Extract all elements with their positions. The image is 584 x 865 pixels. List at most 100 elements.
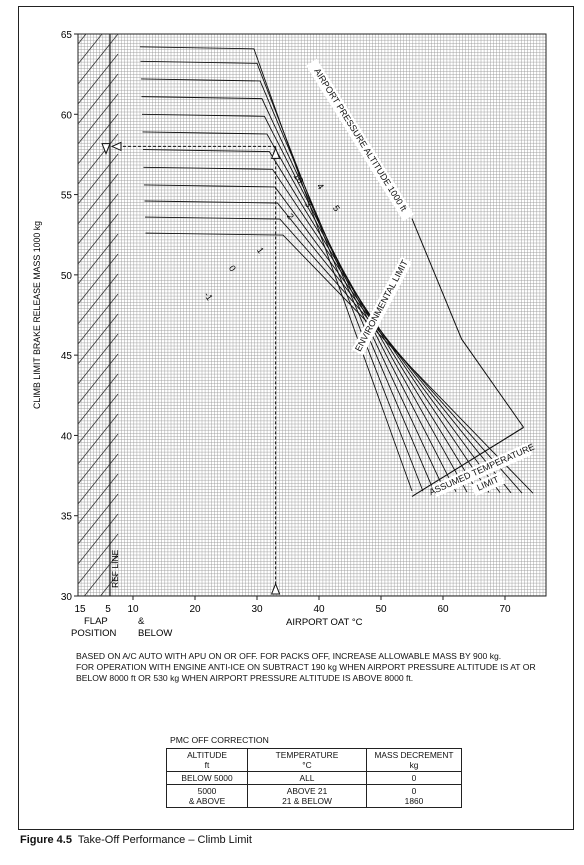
below-label-2: BELOW xyxy=(138,628,172,639)
below-label: & xyxy=(138,616,145,627)
flap-guide-line xyxy=(78,93,119,145)
y-tick-label: 40 xyxy=(61,431,73,442)
altitude-curve--1 xyxy=(145,232,534,494)
y-tick-label: 30 xyxy=(61,592,73,603)
flap-guide-line xyxy=(78,73,119,125)
flap-guide-line xyxy=(78,373,119,425)
series-label-5: 5 xyxy=(331,203,342,213)
altitude-curve-5 xyxy=(142,131,468,493)
flap-guide-line xyxy=(78,0,118,24)
flap-axis-label-2: POSITION xyxy=(71,628,117,639)
altitude-curve-top-boundary xyxy=(411,218,525,428)
figure-caption: Figure 4.5 Take-Off Performance – Climb … xyxy=(20,834,252,846)
pressure-altitude-label-bg xyxy=(306,58,414,222)
y-tick-label: 35 xyxy=(61,512,73,523)
flap-guide-line xyxy=(78,34,119,85)
y-tick-label: 65 xyxy=(61,30,73,41)
example-arrow-down xyxy=(101,143,111,155)
flap-guide-line xyxy=(78,273,119,325)
series-label-1: 1 xyxy=(255,245,266,255)
x-tick-label: 10 xyxy=(127,604,139,615)
example-arrow-up-bottom xyxy=(270,582,281,595)
flap-guide-line xyxy=(78,433,119,485)
flap-guide-line xyxy=(78,53,119,105)
table-row: ALTITUDE ft TEMPERATURE °C MASS DECREMENT k… xyxy=(166,748,462,772)
flap-guide-line xyxy=(78,293,119,345)
flap-guide-line xyxy=(78,533,119,585)
series-label-10: 10 xyxy=(291,171,305,185)
flap-guide-line xyxy=(78,233,119,285)
fine-grid xyxy=(77,33,546,596)
altitude-curve-3 xyxy=(143,166,490,493)
flap-guide-line xyxy=(83,553,119,596)
assumed-temperature-label-2-bg xyxy=(470,471,506,497)
altitude-curve-6 xyxy=(141,113,457,493)
note-packs: BASED ON A/C AUTO WITH APU ON OR OFF. FO… xyxy=(76,651,502,661)
altitude-curve-8 xyxy=(140,78,435,492)
flap-guide-line xyxy=(78,34,103,65)
flap-guide-line xyxy=(78,493,119,545)
x-tick-label: 50 xyxy=(375,604,387,615)
flap-guide-line xyxy=(78,193,119,245)
assumed-temperature-limit-line xyxy=(411,426,524,497)
figure-frame xyxy=(18,6,574,830)
cell: ABOVE 21 21 & BELOW xyxy=(247,784,367,808)
flap-axis-label: FLAP xyxy=(84,616,108,627)
assumed-temperature-label-bg xyxy=(431,442,533,498)
flap-guide-line xyxy=(78,34,87,45)
cell: ALL xyxy=(247,771,367,785)
grid xyxy=(77,33,547,597)
y-tick-label: 55 xyxy=(61,191,73,202)
table-row: 5000 & ABOVE ABOVE 21 21 & BELOW 0 1860 xyxy=(166,784,462,808)
series-label-3: 3 xyxy=(303,199,314,209)
series-label-2: 2 xyxy=(285,211,296,221)
flap-guide-line xyxy=(78,473,119,525)
x-tick-label: 30 xyxy=(251,604,263,615)
curve-group xyxy=(118,46,534,586)
ref-line-label: REF LINE xyxy=(110,549,120,588)
x-tick-label: 20 xyxy=(189,604,201,615)
flap-guide-line xyxy=(78,0,118,4)
y-tick-label: 50 xyxy=(61,271,73,282)
altitude-curve-4 xyxy=(142,149,479,493)
flap-guide-line xyxy=(78,173,119,225)
flap-guide-line xyxy=(78,253,119,305)
altitude-curve-0 xyxy=(144,216,523,494)
flap-guide-line xyxy=(78,153,119,205)
x-tick-label: 70 xyxy=(499,604,511,615)
example-arrow-left xyxy=(110,141,122,152)
flap-guide-line xyxy=(78,133,119,185)
altitude-curve-7 xyxy=(141,96,446,492)
flap-guide-line xyxy=(78,453,119,505)
flap-guide-line xyxy=(78,413,119,465)
environmental-limit-label-bg xyxy=(351,256,413,356)
pmc-title: PMC OFF CORRECTION xyxy=(170,735,269,745)
flap-guide-line xyxy=(78,353,119,405)
table-row: BELOW 5000 ALL 0 xyxy=(166,771,462,785)
header-mass-decrement: MASS DECREMENT kg xyxy=(366,748,462,772)
flap-guide-line xyxy=(78,313,119,365)
plot-border xyxy=(77,33,547,597)
cell: 5000 & ABOVE xyxy=(166,784,248,808)
flap-guide-line xyxy=(78,113,119,165)
altitude-curve-2 xyxy=(143,184,501,493)
flap-guide-line xyxy=(78,333,119,385)
flap-tick-label: 15 xyxy=(74,604,86,615)
pmc-table: ALTITUDE ft TEMPERATURE °C MASS DECREMENT k… xyxy=(166,748,462,808)
x-axis-label: AIRPORT OAT °C xyxy=(286,617,363,628)
flap-guide-line xyxy=(78,213,119,265)
altitude-curve-1 xyxy=(144,200,512,494)
header-temperature: TEMPERATURE °C xyxy=(247,748,367,772)
flap-guide-line xyxy=(99,573,119,596)
flap-guide-line xyxy=(78,393,119,445)
header-altitude: ALTITUDE ft xyxy=(166,748,248,772)
cell: 0 1860 xyxy=(366,784,462,808)
x-tick-label: 60 xyxy=(437,604,449,615)
y-tick-label: 45 xyxy=(61,351,73,362)
note-anti-ice: FOR OPERATION WITH ENGINE ANTI-ICE ON SU… xyxy=(76,662,536,684)
x-tick-label: 40 xyxy=(313,604,325,615)
series-label-0: 0 xyxy=(227,263,238,273)
series-label-4: 4 xyxy=(315,181,326,191)
cell: BELOW 5000 xyxy=(166,771,248,785)
